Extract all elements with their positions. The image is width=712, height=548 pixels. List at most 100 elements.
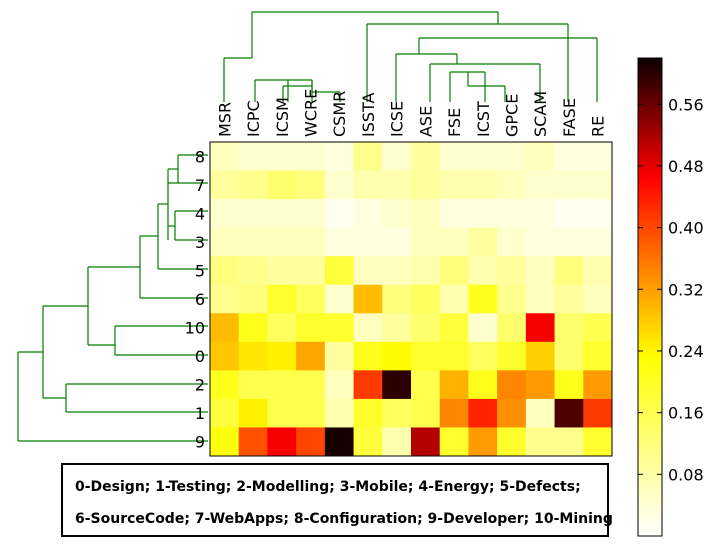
heatmap-cell bbox=[497, 142, 526, 171]
heatmap-cell bbox=[440, 370, 469, 399]
heatmap-cell bbox=[440, 342, 469, 371]
heatmap-cell bbox=[440, 256, 469, 285]
heatmap-cell bbox=[440, 285, 469, 314]
heatmap-cell bbox=[555, 285, 584, 314]
row-label: 10 bbox=[185, 319, 205, 338]
heatmap-cell bbox=[583, 399, 612, 428]
column-label: ICPC bbox=[244, 100, 263, 137]
heatmap-cell bbox=[497, 171, 526, 200]
heatmap-cell bbox=[440, 427, 469, 456]
heatmap-cell bbox=[210, 199, 239, 228]
heatmap-cell bbox=[526, 142, 555, 171]
heatmap-cell bbox=[296, 142, 325, 171]
colorbar-tick-label: 0.56 bbox=[668, 95, 704, 114]
heatmap-cell bbox=[583, 285, 612, 314]
heatmap-cell bbox=[555, 427, 584, 456]
heatmap-cell bbox=[468, 228, 497, 257]
heatmap-cell bbox=[210, 399, 239, 428]
heatmap-cell bbox=[239, 285, 268, 314]
heatmap-cell bbox=[239, 427, 268, 456]
row-label: 8 bbox=[195, 147, 205, 166]
heatmap-cell bbox=[497, 285, 526, 314]
heatmap-cell bbox=[555, 199, 584, 228]
column-label: ICST bbox=[474, 101, 493, 137]
heatmap-cell bbox=[583, 228, 612, 257]
heatmap-cell bbox=[325, 427, 354, 456]
heatmap-cell bbox=[267, 199, 296, 228]
colorbar-tick-label: 0.32 bbox=[668, 280, 704, 299]
row-label: 7 bbox=[195, 176, 205, 195]
heatmap-cell bbox=[382, 199, 411, 228]
heatmap-cell bbox=[411, 199, 440, 228]
column-label: RE bbox=[589, 116, 608, 137]
heatmap-cell bbox=[210, 342, 239, 371]
column-label: FASE bbox=[560, 98, 579, 137]
heatmap-cell bbox=[267, 370, 296, 399]
colorbar-tick-label: 0.40 bbox=[668, 219, 704, 238]
heatmap-cell bbox=[583, 427, 612, 456]
heatmap-cell bbox=[526, 256, 555, 285]
heatmap-cell bbox=[354, 370, 383, 399]
column-label: ICSM bbox=[273, 97, 292, 137]
heatmap-cell bbox=[210, 285, 239, 314]
heatmap-cell bbox=[325, 228, 354, 257]
heatmap-cell bbox=[440, 199, 469, 228]
topic-legend: 0-Design; 1-Testing; 2-Modelling; 3-Mobi… bbox=[61, 463, 609, 537]
heatmap-cell bbox=[239, 142, 268, 171]
heatmap-cell bbox=[354, 171, 383, 200]
heatmap-cell bbox=[583, 370, 612, 399]
heatmap-cell bbox=[354, 313, 383, 342]
row-label: 4 bbox=[195, 204, 205, 223]
heatmap-cell bbox=[325, 285, 354, 314]
heatmap-cell bbox=[239, 199, 268, 228]
column-dendrogram bbox=[224, 12, 597, 102]
heatmap-cell bbox=[267, 313, 296, 342]
heatmap-cell bbox=[497, 399, 526, 428]
heatmap-cell bbox=[583, 256, 612, 285]
heatmap-cell bbox=[583, 313, 612, 342]
heatmap-cell bbox=[210, 370, 239, 399]
heatmap-cell bbox=[267, 142, 296, 171]
heatmap-cell bbox=[583, 142, 612, 171]
legend-line-2: 6-SourceCode; 7-WebApps; 8-Configuration… bbox=[75, 511, 613, 527]
heatmap-cell bbox=[382, 171, 411, 200]
column-label: MSR bbox=[215, 102, 234, 137]
column-label: FSE bbox=[445, 108, 464, 137]
heatmap-cell bbox=[325, 199, 354, 228]
heatmap-cell bbox=[526, 399, 555, 428]
heatmap-cell bbox=[210, 228, 239, 257]
heatmap-cell bbox=[555, 342, 584, 371]
heatmap-cell bbox=[411, 342, 440, 371]
heatmap-cell bbox=[296, 342, 325, 371]
heatmap-cell bbox=[210, 142, 239, 171]
heatmap-cell bbox=[411, 228, 440, 257]
heatmap-cell bbox=[382, 285, 411, 314]
heatmap-cell bbox=[382, 142, 411, 171]
colorbar-tick-label: 0.16 bbox=[668, 404, 704, 423]
heatmap-cell bbox=[526, 342, 555, 371]
heatmap-cell bbox=[583, 199, 612, 228]
row-label: 5 bbox=[195, 261, 205, 280]
heatmap-cell bbox=[555, 256, 584, 285]
heatmap-cell bbox=[555, 399, 584, 428]
heatmap-cell bbox=[239, 370, 268, 399]
heatmap-cell bbox=[497, 370, 526, 399]
column-label: SCAM bbox=[531, 91, 550, 137]
heatmap-cell bbox=[468, 285, 497, 314]
heatmap-cell bbox=[382, 427, 411, 456]
heatmap-cell bbox=[296, 171, 325, 200]
heatmap-cell bbox=[267, 399, 296, 428]
heatmap-cell bbox=[468, 142, 497, 171]
heatmap-cell bbox=[296, 370, 325, 399]
heatmap-cell bbox=[555, 171, 584, 200]
heatmap-cell bbox=[411, 171, 440, 200]
heatmap-cell bbox=[382, 342, 411, 371]
heatmap-cell bbox=[267, 256, 296, 285]
heatmap-cell bbox=[440, 142, 469, 171]
heatmap-cell bbox=[497, 199, 526, 228]
heatmap-cell bbox=[555, 313, 584, 342]
heatmap-cell bbox=[468, 399, 497, 428]
heatmap-cell bbox=[296, 285, 325, 314]
heatmap-cell bbox=[210, 313, 239, 342]
heatmap-cell bbox=[497, 313, 526, 342]
